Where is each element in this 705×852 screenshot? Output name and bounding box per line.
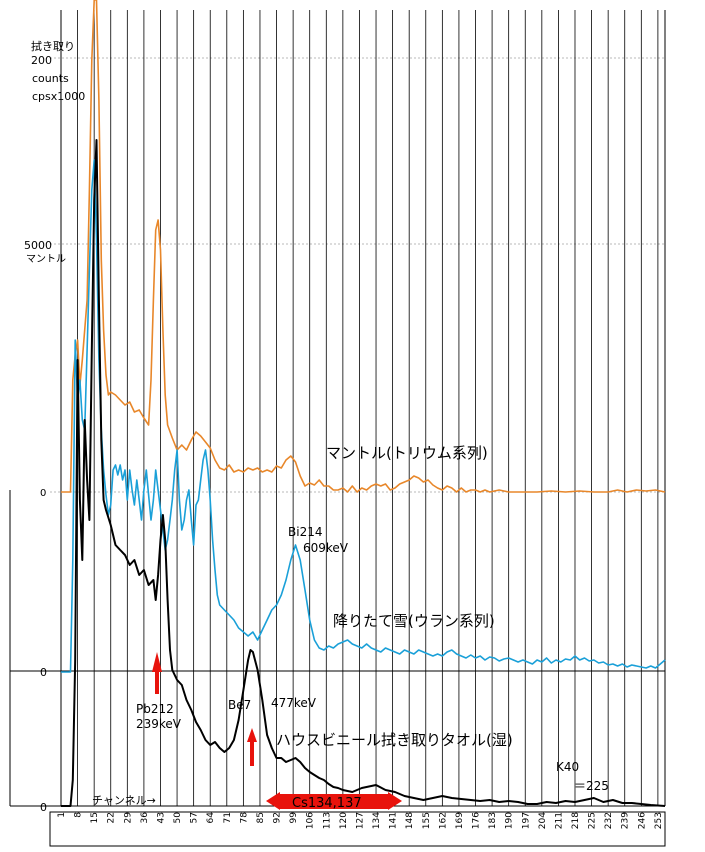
x-tick-label: 71 bbox=[223, 812, 233, 823]
x-tick-label: 148 bbox=[405, 812, 415, 829]
x-tick-label: 253 bbox=[654, 812, 664, 829]
x-tick-label: 246 bbox=[637, 812, 647, 829]
x-tick-label: 232 bbox=[604, 812, 614, 829]
bi214-name: Bi214 bbox=[288, 525, 322, 539]
cs-label: Cs134,137 bbox=[292, 796, 362, 811]
x-tick-label: 218 bbox=[571, 812, 581, 829]
x-tick-label: 1 bbox=[57, 812, 67, 818]
x-tick-label: 8 bbox=[74, 812, 84, 818]
x-tick-label: 225 bbox=[588, 812, 598, 829]
x-tick-label: 36 bbox=[140, 812, 150, 824]
be7-name: Be7 bbox=[228, 698, 251, 712]
series-label-mantle: マントル(トリウム系列) bbox=[326, 444, 488, 462]
zero-label-upper: 0 bbox=[40, 488, 46, 499]
bi214-energy: 609keV bbox=[303, 541, 349, 555]
x-tick-label: 127 bbox=[355, 812, 365, 829]
x-tick-label: 29 bbox=[123, 812, 133, 824]
units-label-counts: counts bbox=[32, 72, 69, 85]
x-tick-label: 50 bbox=[173, 812, 183, 824]
x-tick-label: 197 bbox=[521, 812, 531, 829]
x-tick-label: 155 bbox=[422, 812, 432, 829]
zero-label-bottom: 0 bbox=[40, 801, 47, 814]
cs-range-arrow bbox=[266, 792, 402, 810]
x-tick-label: 113 bbox=[322, 812, 332, 829]
be7-energy: 477keV bbox=[271, 696, 317, 710]
x-tick-label: 43 bbox=[156, 812, 166, 823]
x-tick-label: 169 bbox=[455, 812, 465, 829]
mid-axis-name: マントル bbox=[26, 254, 66, 265]
x-tick-label: 211 bbox=[554, 812, 564, 829]
series-line bbox=[61, 159, 666, 673]
x-tick-label: 141 bbox=[389, 812, 399, 829]
x-tick-label: 22 bbox=[107, 812, 117, 823]
x-tick-label: 85 bbox=[256, 812, 266, 823]
x-tick-label: 204 bbox=[538, 812, 548, 829]
x-axis-label: チャンネル→ bbox=[92, 794, 156, 807]
vertical-gridlines bbox=[9, 10, 666, 847]
pb212-name: Pb212 bbox=[136, 702, 174, 716]
tick-label-frame bbox=[49, 811, 666, 847]
top-axis-name: 拭き取り bbox=[31, 39, 75, 53]
x-tick-label: 106 bbox=[306, 812, 316, 829]
be7-arrow bbox=[247, 728, 257, 766]
x-tick-label: 78 bbox=[239, 812, 249, 824]
units-label-cps: cpsx1000 bbox=[32, 90, 85, 103]
pb212-energy: 239keV bbox=[136, 717, 182, 731]
zero-label-mid: 0 bbox=[40, 666, 47, 679]
x-tick-label: 239 bbox=[621, 812, 631, 829]
x-tick-label: 99 bbox=[289, 812, 299, 824]
x-tick-label: 15 bbox=[90, 812, 100, 823]
series-label-towel: ハウスビニール拭き取りタオル(湿) bbox=[276, 731, 513, 749]
top-axis-value: 200 bbox=[31, 54, 52, 67]
k40-name: K40 bbox=[556, 760, 579, 774]
x-tick-label: 176 bbox=[472, 812, 482, 829]
x-tick-label: 134 bbox=[372, 812, 382, 829]
x-tick-label: 64 bbox=[206, 812, 216, 824]
series-line bbox=[61, 0, 666, 493]
x-tick-labels: 1 8 15 22 29 36 43 50 57 64 71 78 85 92 99 106 113 120 127… bbox=[57, 812, 664, 829]
k40-value: ＝225 bbox=[574, 779, 609, 793]
mid-axis-value: 5000 bbox=[24, 239, 52, 252]
series-lines bbox=[61, 0, 666, 807]
series-label-snow: 降りたて雪(ウラン系列) bbox=[333, 612, 495, 630]
x-tick-label: 120 bbox=[339, 812, 349, 829]
x-tick-label: 190 bbox=[505, 812, 515, 829]
x-tick-label: 183 bbox=[488, 812, 498, 829]
pb212-arrow bbox=[152, 652, 162, 694]
series-line bbox=[61, 139, 666, 807]
x-tick-label: 92 bbox=[273, 812, 283, 823]
x-tick-label: 162 bbox=[438, 812, 448, 829]
x-tick-label: 57 bbox=[190, 812, 200, 823]
